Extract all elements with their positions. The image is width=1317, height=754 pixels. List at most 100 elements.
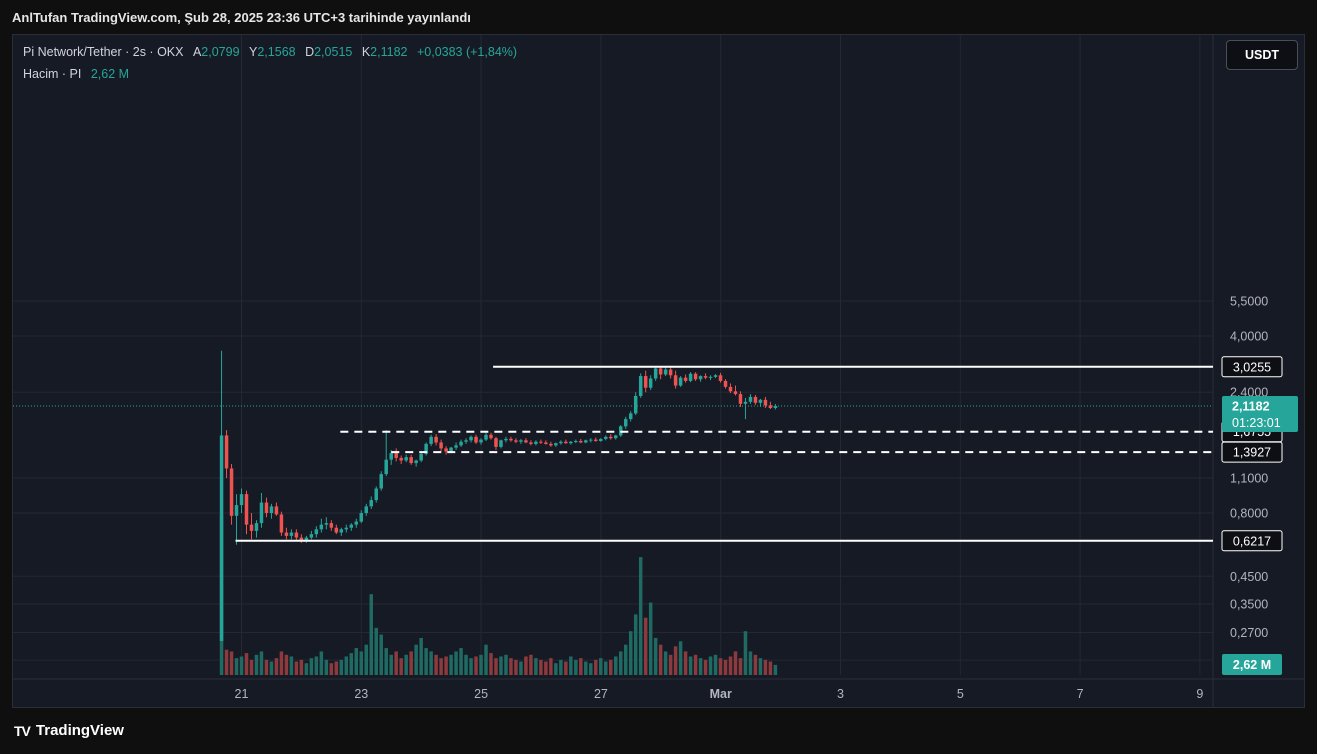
volume-bar bbox=[389, 654, 393, 675]
volume-bar bbox=[683, 651, 688, 675]
candle-body bbox=[389, 453, 393, 460]
candle-body bbox=[254, 523, 259, 531]
candle-body bbox=[579, 441, 583, 443]
candle-body bbox=[539, 441, 543, 443]
candle-body bbox=[259, 502, 264, 524]
volume-bar bbox=[514, 659, 518, 675]
candle-body bbox=[464, 440, 468, 442]
open-key: A bbox=[192, 45, 202, 59]
price-tick-label: 1,1000 bbox=[1230, 472, 1268, 486]
candle-body bbox=[429, 436, 433, 444]
level-price-tag bbox=[1221, 530, 1283, 552]
volume-bar bbox=[414, 644, 418, 675]
volume-label[interactable]: Hacim · PI bbox=[23, 67, 82, 81]
candle-body bbox=[519, 440, 523, 442]
volume-bar bbox=[349, 653, 354, 675]
candle-body bbox=[269, 506, 274, 514]
candle-body bbox=[489, 434, 493, 439]
candle-body bbox=[289, 532, 294, 536]
candle-body bbox=[584, 440, 588, 443]
volume-bar bbox=[239, 656, 244, 675]
volume-bar bbox=[703, 659, 708, 675]
level-price-label: 3,0255 bbox=[1233, 360, 1271, 374]
volume-bar bbox=[718, 658, 723, 675]
open-value: 2,0799 bbox=[201, 45, 240, 59]
brand-footer[interactable]: TV TradingView bbox=[14, 722, 124, 739]
volume-bar bbox=[693, 654, 698, 675]
candle-body bbox=[324, 523, 329, 525]
low-key: D bbox=[305, 45, 315, 59]
price-tick-label: 4,0000 bbox=[1230, 330, 1268, 344]
volume-bar bbox=[344, 656, 349, 675]
last-price-tag bbox=[1222, 395, 1298, 432]
candle-body bbox=[439, 442, 443, 449]
volume-bar bbox=[529, 654, 533, 675]
candle-body bbox=[713, 375, 718, 377]
volume-bar bbox=[738, 658, 743, 675]
brand-name: TradingView bbox=[35, 722, 124, 739]
volume-bar bbox=[539, 659, 543, 675]
candle-body bbox=[773, 405, 778, 408]
candle-body bbox=[444, 448, 448, 452]
candle-body bbox=[314, 529, 319, 535]
candle-body bbox=[344, 527, 349, 530]
symbol-label[interactable]: Pi Network/Tether · 2s · OKX bbox=[23, 45, 184, 59]
tradingview-logo-icon: TV bbox=[14, 722, 31, 739]
candle-body bbox=[643, 376, 648, 388]
candle-body bbox=[708, 376, 713, 378]
volume-tag-label: 2,62 M bbox=[1233, 658, 1271, 672]
currency-button[interactable]: USDT bbox=[1226, 40, 1298, 70]
volume-bar bbox=[229, 651, 234, 675]
candle-body bbox=[574, 441, 578, 443]
volume-bar bbox=[559, 659, 563, 675]
volume-bar bbox=[284, 654, 289, 675]
candle-body bbox=[748, 396, 753, 402]
volume-bar bbox=[733, 651, 738, 675]
volume-bar bbox=[599, 658, 603, 675]
volume-bar bbox=[264, 659, 269, 675]
volume-bar bbox=[579, 658, 583, 675]
volume-bar bbox=[354, 648, 359, 675]
volume-bar bbox=[359, 651, 364, 675]
date-tick-label: 7 bbox=[1077, 687, 1084, 701]
candle-body bbox=[559, 441, 563, 444]
candle-body bbox=[434, 436, 438, 443]
volume-bar bbox=[469, 658, 473, 675]
close-key: K bbox=[361, 45, 371, 59]
volume-bar bbox=[609, 659, 613, 675]
candle-body bbox=[763, 399, 768, 406]
candle-body bbox=[479, 439, 483, 443]
volume-bar bbox=[474, 656, 478, 675]
volume-bar bbox=[713, 654, 718, 675]
candle-body bbox=[509, 438, 513, 441]
candle-body bbox=[219, 435, 224, 641]
chart-panel[interactable]: 3,0255 1,6755 1,3927 0,6217 5,5000 4,0000 2,40… bbox=[12, 34, 1305, 708]
volume-bar bbox=[254, 654, 259, 675]
candle-body bbox=[294, 532, 299, 538]
candle-body bbox=[683, 377, 688, 381]
volume-bar bbox=[748, 651, 753, 675]
volume-bar bbox=[753, 654, 758, 675]
candle-body bbox=[234, 505, 239, 516]
candle-body bbox=[663, 369, 668, 375]
volume-bar bbox=[653, 637, 658, 675]
volume-bar bbox=[384, 648, 388, 675]
candle-body bbox=[638, 376, 643, 396]
level-price-label: 1,3927 bbox=[1233, 446, 1271, 460]
candle-body bbox=[599, 438, 603, 442]
price-tick-label: 0,3500 bbox=[1230, 597, 1268, 611]
candle-body bbox=[414, 460, 418, 464]
volume-tag bbox=[1222, 654, 1282, 675]
candle-body bbox=[329, 523, 334, 528]
volume-bar bbox=[643, 617, 648, 675]
volume-bar bbox=[589, 663, 593, 675]
volume-bar bbox=[404, 654, 408, 675]
volume-bar bbox=[549, 658, 553, 675]
candle-body bbox=[399, 457, 403, 461]
candle-body bbox=[304, 537, 309, 542]
candle-body bbox=[504, 438, 508, 441]
candlestick-chart[interactable]: 3,02551,67551,39270,62175,50004,00002,40… bbox=[13, 35, 1305, 708]
candle-body bbox=[484, 434, 488, 440]
candle-body bbox=[569, 441, 573, 444]
volume-bar bbox=[434, 654, 438, 675]
